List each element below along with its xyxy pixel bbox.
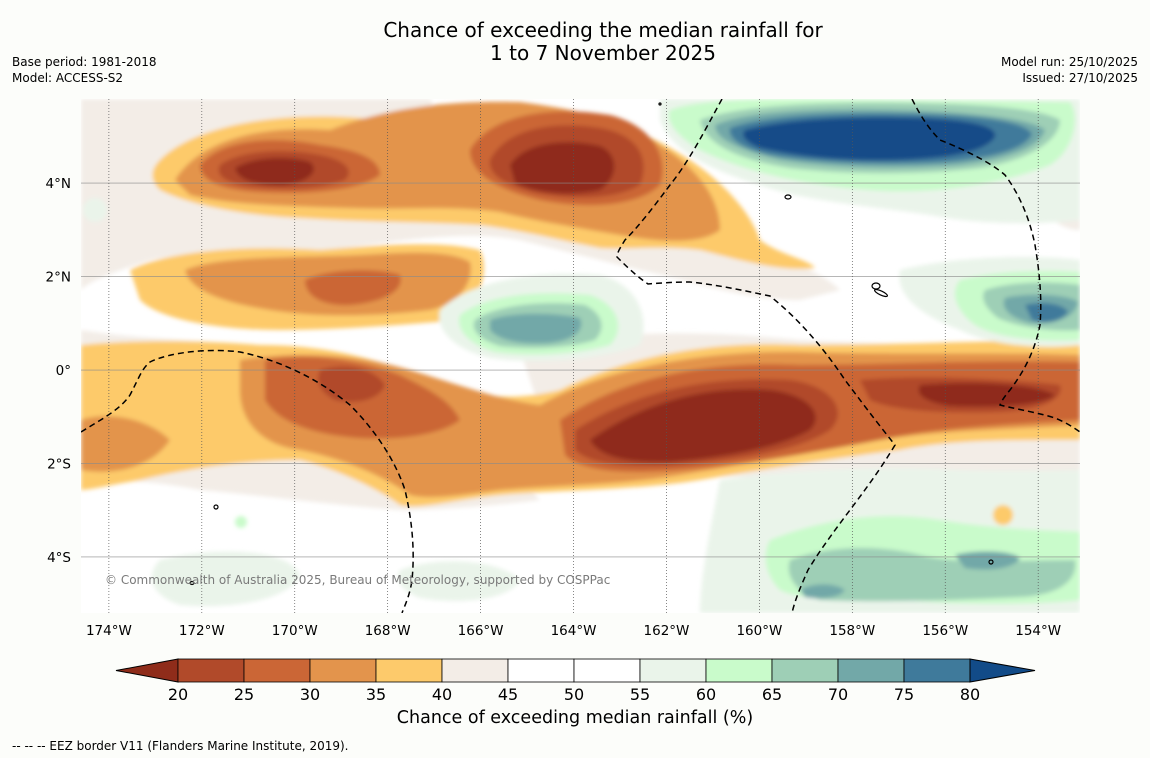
model-run-label: Model run: 25/10/2025 bbox=[1000, 55, 1138, 69]
colorbar-tick-label: 40 bbox=[432, 685, 452, 700]
island-baker bbox=[784, 194, 792, 200]
speckle-green-south bbox=[235, 516, 247, 528]
issued-label: Issued: 27/10/2025 bbox=[1022, 71, 1138, 85]
colorbar-bin bbox=[309, 658, 377, 683]
island-howland bbox=[213, 504, 219, 510]
field-below-20-equator bbox=[590, 383, 1055, 463]
colorbar-bin bbox=[771, 658, 839, 683]
eez-border-west bbox=[81, 349, 414, 613]
colorbar-tick-label: 50 bbox=[564, 685, 584, 700]
title-line-1: Chance of exceeding the median rainfall … bbox=[383, 18, 823, 42]
speckle-orange-south bbox=[993, 505, 1013, 525]
copyright-notice: © Commonwealth of Australia 2025, Bureau… bbox=[105, 573, 610, 587]
eez-borders bbox=[81, 99, 1080, 613]
colorbar-bin bbox=[837, 658, 905, 683]
colorbar-tick-label: 45 bbox=[498, 685, 518, 700]
colorbar-tick-label: 70 bbox=[828, 685, 848, 700]
field-70-75-south bbox=[800, 551, 1020, 599]
colorbar-extend-high bbox=[969, 658, 1036, 683]
map-gridlines bbox=[81, 99, 1080, 613]
eez-footnote: -- -- -- EEZ border V11 (Flanders Marine… bbox=[12, 739, 349, 753]
colorbar-tick-label: 30 bbox=[300, 685, 320, 700]
longitude-labels: 174°W 172°W 170°W 168°W 166°W 164°W 162°W 160°W… bbox=[86, 623, 1061, 639]
base-period-label: Base period: 1981-2018 bbox=[12, 55, 157, 69]
lon-tick-label: 156°W bbox=[922, 623, 968, 639]
latitude-labels: 4°N 2°N 0° 2°S 4°S bbox=[46, 176, 71, 566]
lat-tick-label: 4°N bbox=[46, 176, 71, 192]
colorbar-tick-label: 60 bbox=[696, 685, 716, 700]
lon-tick-label: 172°W bbox=[179, 623, 225, 639]
colorbar-bin bbox=[441, 658, 509, 683]
colorbar-tick-label: 75 bbox=[894, 685, 914, 700]
lat-tick-label: 4°S bbox=[47, 550, 71, 566]
run-info: Model run: 25/10/2025 Issued: 27/10/2025 bbox=[1001, 54, 1138, 86]
colorbar-bin bbox=[507, 658, 575, 683]
map-plot-area: © Commonwealth of Australia 2025, Bureau… bbox=[81, 99, 1080, 613]
lon-tick-label: 164°W bbox=[551, 623, 597, 639]
map-title: Chance of exceeding the median rainfall … bbox=[0, 19, 1150, 65]
rainfall-probability-map: © Commonwealth of Australia 2025, Bureau… bbox=[46, 99, 1080, 700]
lon-tick-label: 168°W bbox=[365, 623, 411, 639]
colorbar-bin bbox=[903, 658, 971, 683]
colorbar-tick-label: 25 bbox=[234, 685, 254, 700]
colorbar-extend-low bbox=[115, 658, 179, 683]
title-line-2: 1 to 7 November 2025 bbox=[490, 41, 716, 65]
colorbar-title: Chance of exceeding median rainfall (%) bbox=[396, 708, 754, 728]
colorbar: 20 25 30 35 40 45 50 55 60 65 70 75 80 bbox=[115, 658, 1036, 700]
field-below-20-north bbox=[235, 142, 615, 194]
colorbar-tick-label: 80 bbox=[960, 685, 980, 700]
lon-tick-label: 158°W bbox=[829, 623, 875, 639]
colorbar-bin bbox=[177, 658, 245, 683]
lon-tick-label: 162°W bbox=[644, 623, 690, 639]
eez-border-east bbox=[911, 99, 1080, 433]
field-above-80-north bbox=[743, 117, 996, 161]
lon-tick-label: 174°W bbox=[86, 623, 132, 639]
island-small-east bbox=[988, 559, 994, 565]
colorbar-tick-label: 35 bbox=[366, 685, 386, 700]
colorbar-bin bbox=[705, 658, 773, 683]
model-label: Model: ACCESS-S2 bbox=[12, 71, 124, 85]
lon-tick-label: 154°W bbox=[1015, 623, 1061, 639]
field-60-65-mid bbox=[459, 270, 1080, 355]
island-kiritimati bbox=[873, 288, 889, 298]
islands bbox=[189, 102, 994, 586]
lat-tick-label: 2°S bbox=[47, 456, 71, 472]
model-info: Base period: 1981-2018 Model: ACCESS-S2 bbox=[12, 54, 157, 86]
colorbar-tick-label: 20 bbox=[168, 685, 188, 700]
island-small-south bbox=[189, 580, 195, 586]
field-70-75-mid bbox=[490, 294, 1078, 344]
colorbar-bin bbox=[639, 658, 707, 683]
colorbar-tick-label: 65 bbox=[762, 685, 782, 700]
colorbar-bin bbox=[243, 658, 311, 683]
colorbar-bin bbox=[375, 658, 443, 683]
lon-tick-label: 166°W bbox=[458, 623, 504, 639]
lon-tick-label: 160°W bbox=[736, 623, 782, 639]
lat-tick-label: 2°N bbox=[46, 270, 71, 286]
speckle-green-west bbox=[83, 198, 107, 222]
island-small-north bbox=[658, 102, 662, 106]
field-75-80-east bbox=[1025, 302, 1068, 323]
lat-tick-label: 0° bbox=[56, 363, 71, 379]
eez-border-north bbox=[616, 99, 896, 613]
field-25-30-mid bbox=[305, 270, 401, 306]
colorbar-tick-label: 55 bbox=[630, 685, 650, 700]
colorbar-bin bbox=[573, 658, 641, 683]
lon-tick-label: 170°W bbox=[272, 623, 318, 639]
